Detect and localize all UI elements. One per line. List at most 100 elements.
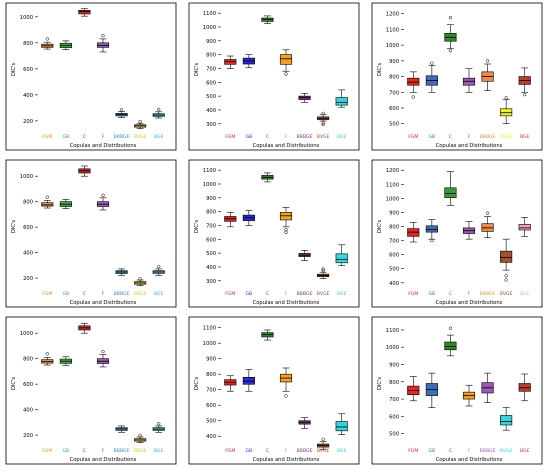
outlier-point <box>45 195 49 199</box>
y-tick-label: 500 <box>206 251 216 257</box>
y-tick-label: 1200 <box>386 168 399 174</box>
y-tick-label: 1100 <box>203 326 216 332</box>
x-tick-label: GB <box>62 134 69 140</box>
x-tick-label: BBBGE <box>114 134 130 140</box>
outlier-point <box>157 421 161 426</box>
outlier-point <box>284 72 288 76</box>
x-tick-label: F <box>285 448 288 454</box>
box-body <box>444 341 457 351</box>
outlier-point <box>448 326 453 330</box>
x-tick-label: BVGE <box>500 291 513 297</box>
x-tick-label: BVGE <box>134 448 147 454</box>
x-tick-label: BGE <box>520 448 530 454</box>
chart-panel: 400 500 600 700 800 900 1000 1100 DIC's Copulas a… <box>188 316 360 465</box>
y-axis-label: DIC's <box>194 220 200 234</box>
x-tick-label: BBBGE <box>114 291 130 297</box>
chart-panel: 200 400 600 800 1000 DIC's Copulas and Distrib… <box>5 316 177 465</box>
plot-frame <box>188 2 360 151</box>
outlier-point <box>157 107 161 112</box>
x-axis-label: Copulas and Distributions <box>70 300 137 306</box>
y-tick-label: 900 <box>389 210 399 216</box>
y-tick-label: 800 <box>23 200 33 206</box>
x-axis-label: Copulas and Distributions <box>253 143 320 149</box>
x-tick-label: FGM <box>42 291 52 297</box>
y-tick-label: 1000 <box>20 331 33 337</box>
y-tick-label: 600 <box>389 414 399 420</box>
outlier-point <box>321 111 325 116</box>
x-tick-label: BBBGE <box>297 134 313 140</box>
y-tick-label: 900 <box>389 362 399 368</box>
y-tick-label: 700 <box>389 239 399 245</box>
x-tick-label: BBBGE <box>480 291 496 297</box>
y-axis-label: DIC's <box>377 220 383 234</box>
y-tick-label: 1100 <box>386 27 399 33</box>
x-tick-label: BVGE <box>317 448 330 454</box>
plot-frame <box>371 2 543 151</box>
outlier-point <box>485 211 490 215</box>
x-tick-label: F <box>468 291 471 297</box>
chart-panel: 200 400 600 800 1000 DIC's Copulas and Distrib… <box>5 2 177 151</box>
y-tick-label: 1000 <box>20 15 33 21</box>
x-tick-label: GB <box>428 448 435 454</box>
outlier-point <box>430 61 434 65</box>
y-tick-label: 1100 <box>386 182 399 188</box>
y-tick-label: 400 <box>23 251 33 257</box>
x-tick-label: BBBGE <box>114 448 130 454</box>
outlier-point <box>504 274 508 278</box>
x-tick-label: BGE <box>337 134 347 140</box>
plot-frame <box>371 159 543 308</box>
x-tick-label: BGE <box>520 291 530 297</box>
x-axis-label: Copulas and Distributions <box>436 300 503 306</box>
box-body <box>41 202 54 207</box>
y-tick-label: 800 <box>389 380 399 386</box>
y-tick-label: 700 <box>389 90 399 96</box>
outlier-point <box>321 122 325 127</box>
chart-panel: 300 400 500 600 700 800 900 1000 1100 DIC's Copula… <box>188 2 360 151</box>
outlier-point <box>45 352 49 356</box>
x-tick-label: FGM <box>408 291 418 297</box>
y-tick-label: 200 <box>23 276 33 282</box>
outlier-point <box>45 37 49 41</box>
plot-frame <box>5 316 177 465</box>
plot-frame <box>371 316 543 465</box>
y-tick-label: 1000 <box>203 182 216 188</box>
x-tick-label: FGM <box>225 448 235 454</box>
y-tick-label: 200 <box>23 119 33 125</box>
y-tick-label: 600 <box>206 403 216 409</box>
x-tick-label: GB <box>428 134 435 140</box>
x-tick-label: BVGE <box>134 291 147 297</box>
y-tick-label: 500 <box>206 419 216 425</box>
x-tick-label: C <box>449 291 452 297</box>
outlier-point <box>321 268 325 273</box>
y-tick-label: 600 <box>23 382 33 388</box>
x-tick-label: C <box>449 134 452 140</box>
y-tick-label: 300 <box>206 122 216 128</box>
y-tick-label: 800 <box>206 210 216 216</box>
outlier-point <box>284 230 288 235</box>
y-tick-label: 400 <box>206 434 216 440</box>
outlier-point <box>504 278 508 282</box>
x-tick-label: C <box>83 134 86 140</box>
x-tick-label: F <box>102 448 105 454</box>
outlier-point <box>523 92 527 97</box>
y-tick-label: 700 <box>206 388 216 394</box>
y-tick-label: 1100 <box>386 328 399 334</box>
x-tick-label: BGE <box>154 291 164 297</box>
y-tick-label: 1200 <box>386 12 399 18</box>
box-body <box>444 187 457 198</box>
y-tick-label: 800 <box>206 372 216 378</box>
y-tick-label: 900 <box>206 357 216 363</box>
y-tick-label: 600 <box>23 67 33 73</box>
y-tick-label: 500 <box>389 122 399 128</box>
y-tick-label: 1000 <box>386 43 399 49</box>
y-tick-label: 1100 <box>203 168 216 174</box>
y-axis-label: DIC's <box>377 377 383 391</box>
chart-panel: 500 600 700 800 900 1000 1100 1200 DIC's Copulas … <box>371 2 543 151</box>
x-tick-label: F <box>102 134 105 140</box>
box-body <box>335 97 348 106</box>
x-tick-label: GB <box>245 134 252 140</box>
box-body <box>335 421 348 432</box>
x-tick-label: C <box>266 448 269 454</box>
x-tick-label: BBBGE <box>480 134 496 140</box>
